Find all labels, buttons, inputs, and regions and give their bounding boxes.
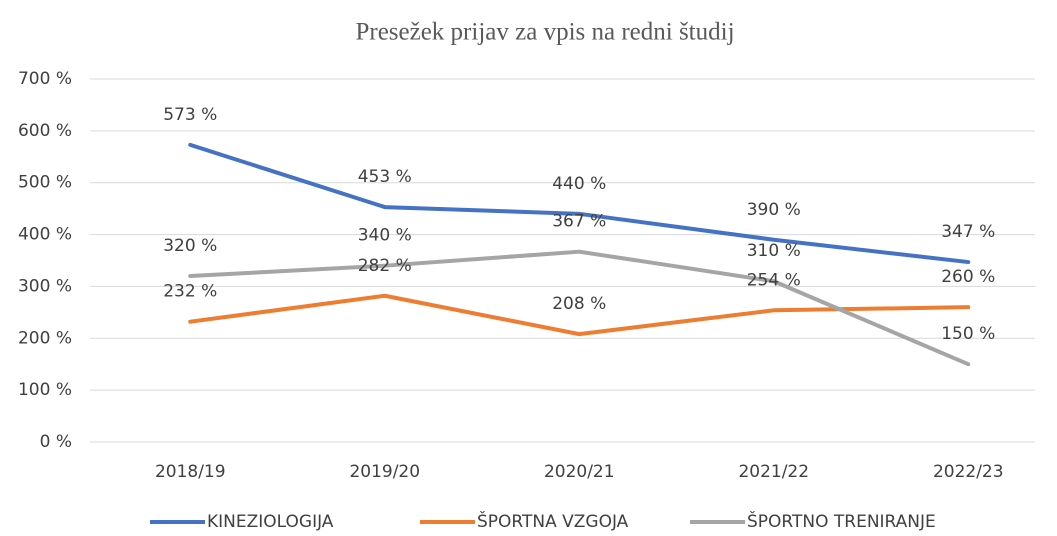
- series-line: [188, 142, 971, 265]
- data-label: 282 %: [358, 256, 412, 276]
- x-tick-label: 2021/22: [738, 462, 809, 482]
- data-label: 440 %: [552, 174, 606, 194]
- data-label: 232 %: [163, 282, 217, 302]
- data-label: 390 %: [747, 200, 801, 220]
- data-label: 150 %: [941, 324, 995, 344]
- data-label: 310 %: [747, 241, 801, 261]
- data-label: 254 %: [747, 270, 801, 290]
- data-label: 208 %: [552, 294, 606, 314]
- x-tick-label: 2020/21: [544, 462, 615, 482]
- data-label: 260 %: [941, 267, 995, 287]
- data-label: 340 %: [358, 226, 412, 246]
- data-label: 367 %: [552, 212, 606, 232]
- y-tick-label: 600 %: [18, 121, 72, 141]
- data-label: 453 %: [358, 167, 412, 187]
- y-tick-label: 200 %: [18, 328, 72, 348]
- legend-label: ŠPORTNO TRENIRANJE: [747, 510, 936, 532]
- series-line: [188, 249, 971, 367]
- legend-label: ŠPORTNA VZGOJA: [477, 510, 629, 532]
- data-label: 573 %: [163, 105, 217, 125]
- y-tick-label: 100 %: [18, 380, 72, 400]
- x-tick-label: 2022/23: [933, 462, 1004, 482]
- y-tick-label: 0 %: [40, 432, 72, 452]
- x-tick-label: 2019/20: [349, 462, 420, 482]
- y-tick-label: 500 %: [18, 173, 72, 193]
- x-tick-label: 2018/19: [155, 462, 226, 482]
- chart-title: Presežek prijav za vpis na redni študij: [355, 19, 734, 46]
- y-tick-label: 700 %: [18, 69, 72, 89]
- data-label: 347 %: [941, 222, 995, 242]
- data-label: 320 %: [163, 236, 217, 256]
- legend-label: KINEZIOLOGIJA: [207, 512, 334, 532]
- y-tick-label: 400 %: [18, 225, 72, 245]
- y-tick-label: 300 %: [18, 276, 72, 296]
